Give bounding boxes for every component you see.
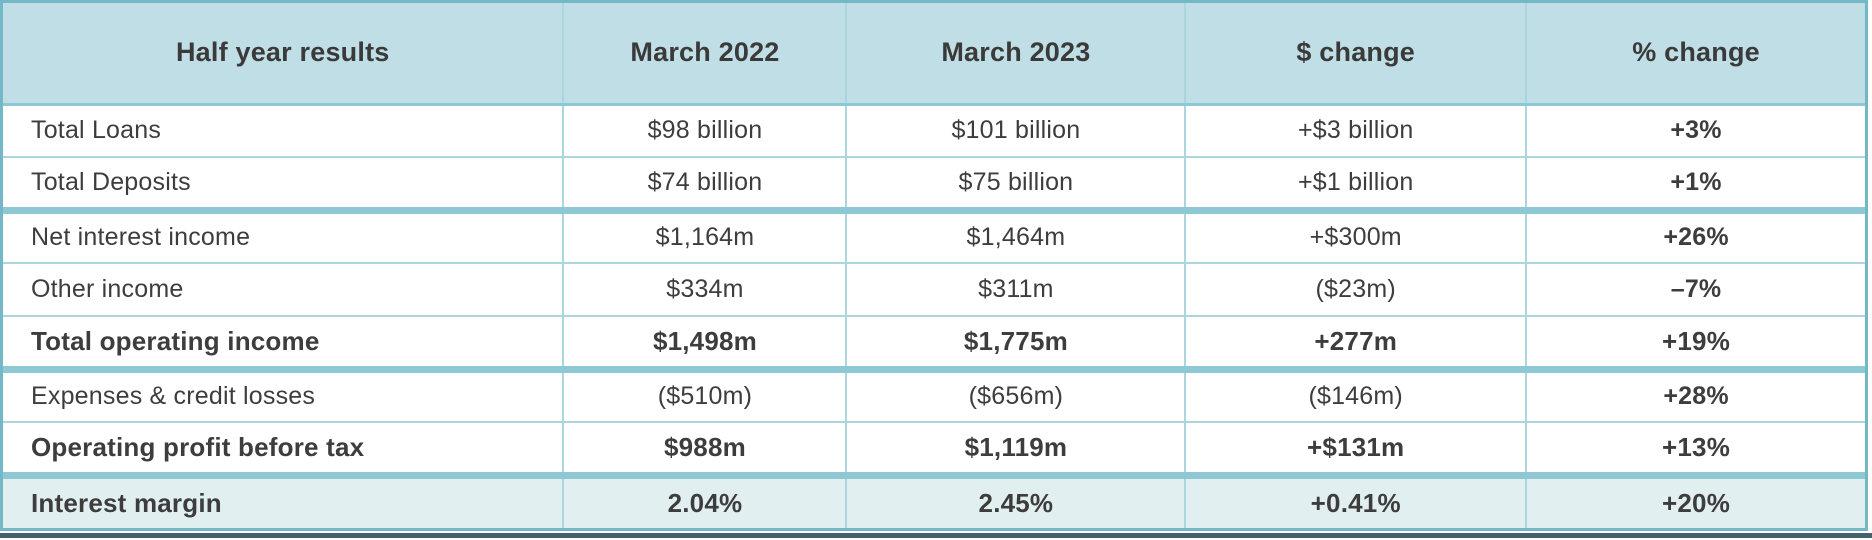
row-label-cell: Total operating income (3, 315, 565, 369)
row-label-cell: Interest margin (3, 471, 565, 528)
cell-dollar-change: ($23m) (1185, 262, 1528, 316)
cell-pct-change: +26% (1526, 206, 1865, 263)
table-row-total-deposits: Total Deposits $74 billion $75 billion +… (3, 156, 1865, 210)
table-row-expenses-credit-losses: Expenses & credit losses ($510m) ($656m)… (3, 365, 1865, 422)
cell-dollar-change: +277m (1185, 315, 1528, 369)
cell-march-2023: $1,119m (846, 421, 1187, 475)
cell-march-2022: $74 billion (563, 156, 848, 210)
cell-dollar-change: ($146m) (1185, 365, 1528, 422)
table-row-net-interest-income: Net interest income $1,164m $1,464m +$30… (3, 206, 1865, 263)
cell-march-2023: $1,775m (846, 315, 1187, 369)
row-label-cell: Other income (3, 262, 565, 316)
column-header-dollar-change: $ change (1185, 3, 1528, 106)
bottom-accent-bar (0, 533, 1872, 538)
table-row-total-operating-income: Total operating income $1,498m $1,775m +… (3, 315, 1865, 369)
cell-dollar-change: +$1 billion (1185, 156, 1528, 210)
column-header-pct-change: % change (1526, 3, 1865, 106)
cell-march-2022: $1,164m (563, 206, 848, 263)
cell-pct-change: +19% (1526, 315, 1865, 369)
row-label-cell: Operating profit before tax (3, 421, 565, 475)
row-label-cell: Net interest income (3, 206, 565, 263)
cell-march-2022: $1,498m (563, 315, 848, 369)
column-header-half-year-results: Half year results (3, 3, 565, 106)
cell-march-2023: $75 billion (846, 156, 1187, 210)
cell-march-2022: $988m (563, 421, 848, 475)
table-row-total-loans: Total Loans $98 billion $101 billion +$3… (3, 104, 1865, 157)
header-row: Half year results March 2022 March 2023 … (3, 3, 1865, 106)
cell-march-2022: $98 billion (563, 104, 848, 157)
row-label-cell: Total Loans (3, 104, 565, 157)
row-label-cell: Total Deposits (3, 156, 565, 210)
column-header-march-2023: March 2023 (846, 3, 1187, 106)
cell-pct-change: +28% (1526, 365, 1865, 422)
cell-march-2022: ($510m) (563, 365, 848, 422)
cell-dollar-change: +0.41% (1185, 471, 1528, 528)
cell-march-2022: 2.04% (563, 471, 848, 528)
cell-march-2023: $311m (846, 262, 1187, 316)
table-row-other-income: Other income $334m $311m ($23m) –7% (3, 262, 1865, 316)
cell-march-2023: ($656m) (846, 365, 1187, 422)
cell-pct-change: +20% (1526, 471, 1865, 528)
table-row-operating-profit-before-tax: Operating profit before tax $988m $1,119… (3, 421, 1865, 475)
cell-dollar-change: +$300m (1185, 206, 1528, 263)
cell-pct-change: +3% (1670, 116, 1722, 145)
row-label-cell: Expenses & credit losses (3, 365, 565, 422)
cell-pct-change: –7% (1526, 262, 1865, 316)
table-row-interest-margin: Interest margin 2.04% 2.45% +0.41% +20% (3, 471, 1865, 528)
cell-march-2023: 2.45% (846, 471, 1187, 528)
half-year-results-table: Half year results March 2022 March 2023 … (3, 3, 1865, 528)
column-header-march-2022: March 2022 (563, 3, 848, 106)
cell-dollar-change: +$131m (1185, 421, 1528, 475)
cell-pct-change: +13% (1526, 421, 1865, 475)
cell-march-2023: $101 billion (846, 104, 1187, 157)
cell-march-2023: $1,464m (846, 206, 1187, 263)
cell-pct-change: +1% (1526, 156, 1865, 210)
cell-dollar-change: +$3 billion (1185, 104, 1528, 157)
cell-march-2022: $334m (563, 262, 848, 316)
